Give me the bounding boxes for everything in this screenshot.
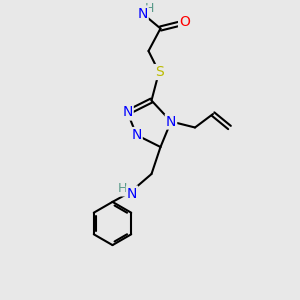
- Text: N: N: [122, 106, 133, 119]
- Text: H: H: [117, 182, 127, 196]
- Text: N: N: [131, 128, 142, 142]
- Text: N: N: [137, 7, 148, 20]
- Text: O: O: [179, 16, 190, 29]
- Text: S: S: [154, 65, 164, 79]
- Text: N: N: [127, 187, 137, 200]
- Text: H: H: [144, 2, 154, 16]
- Text: N: N: [166, 115, 176, 128]
